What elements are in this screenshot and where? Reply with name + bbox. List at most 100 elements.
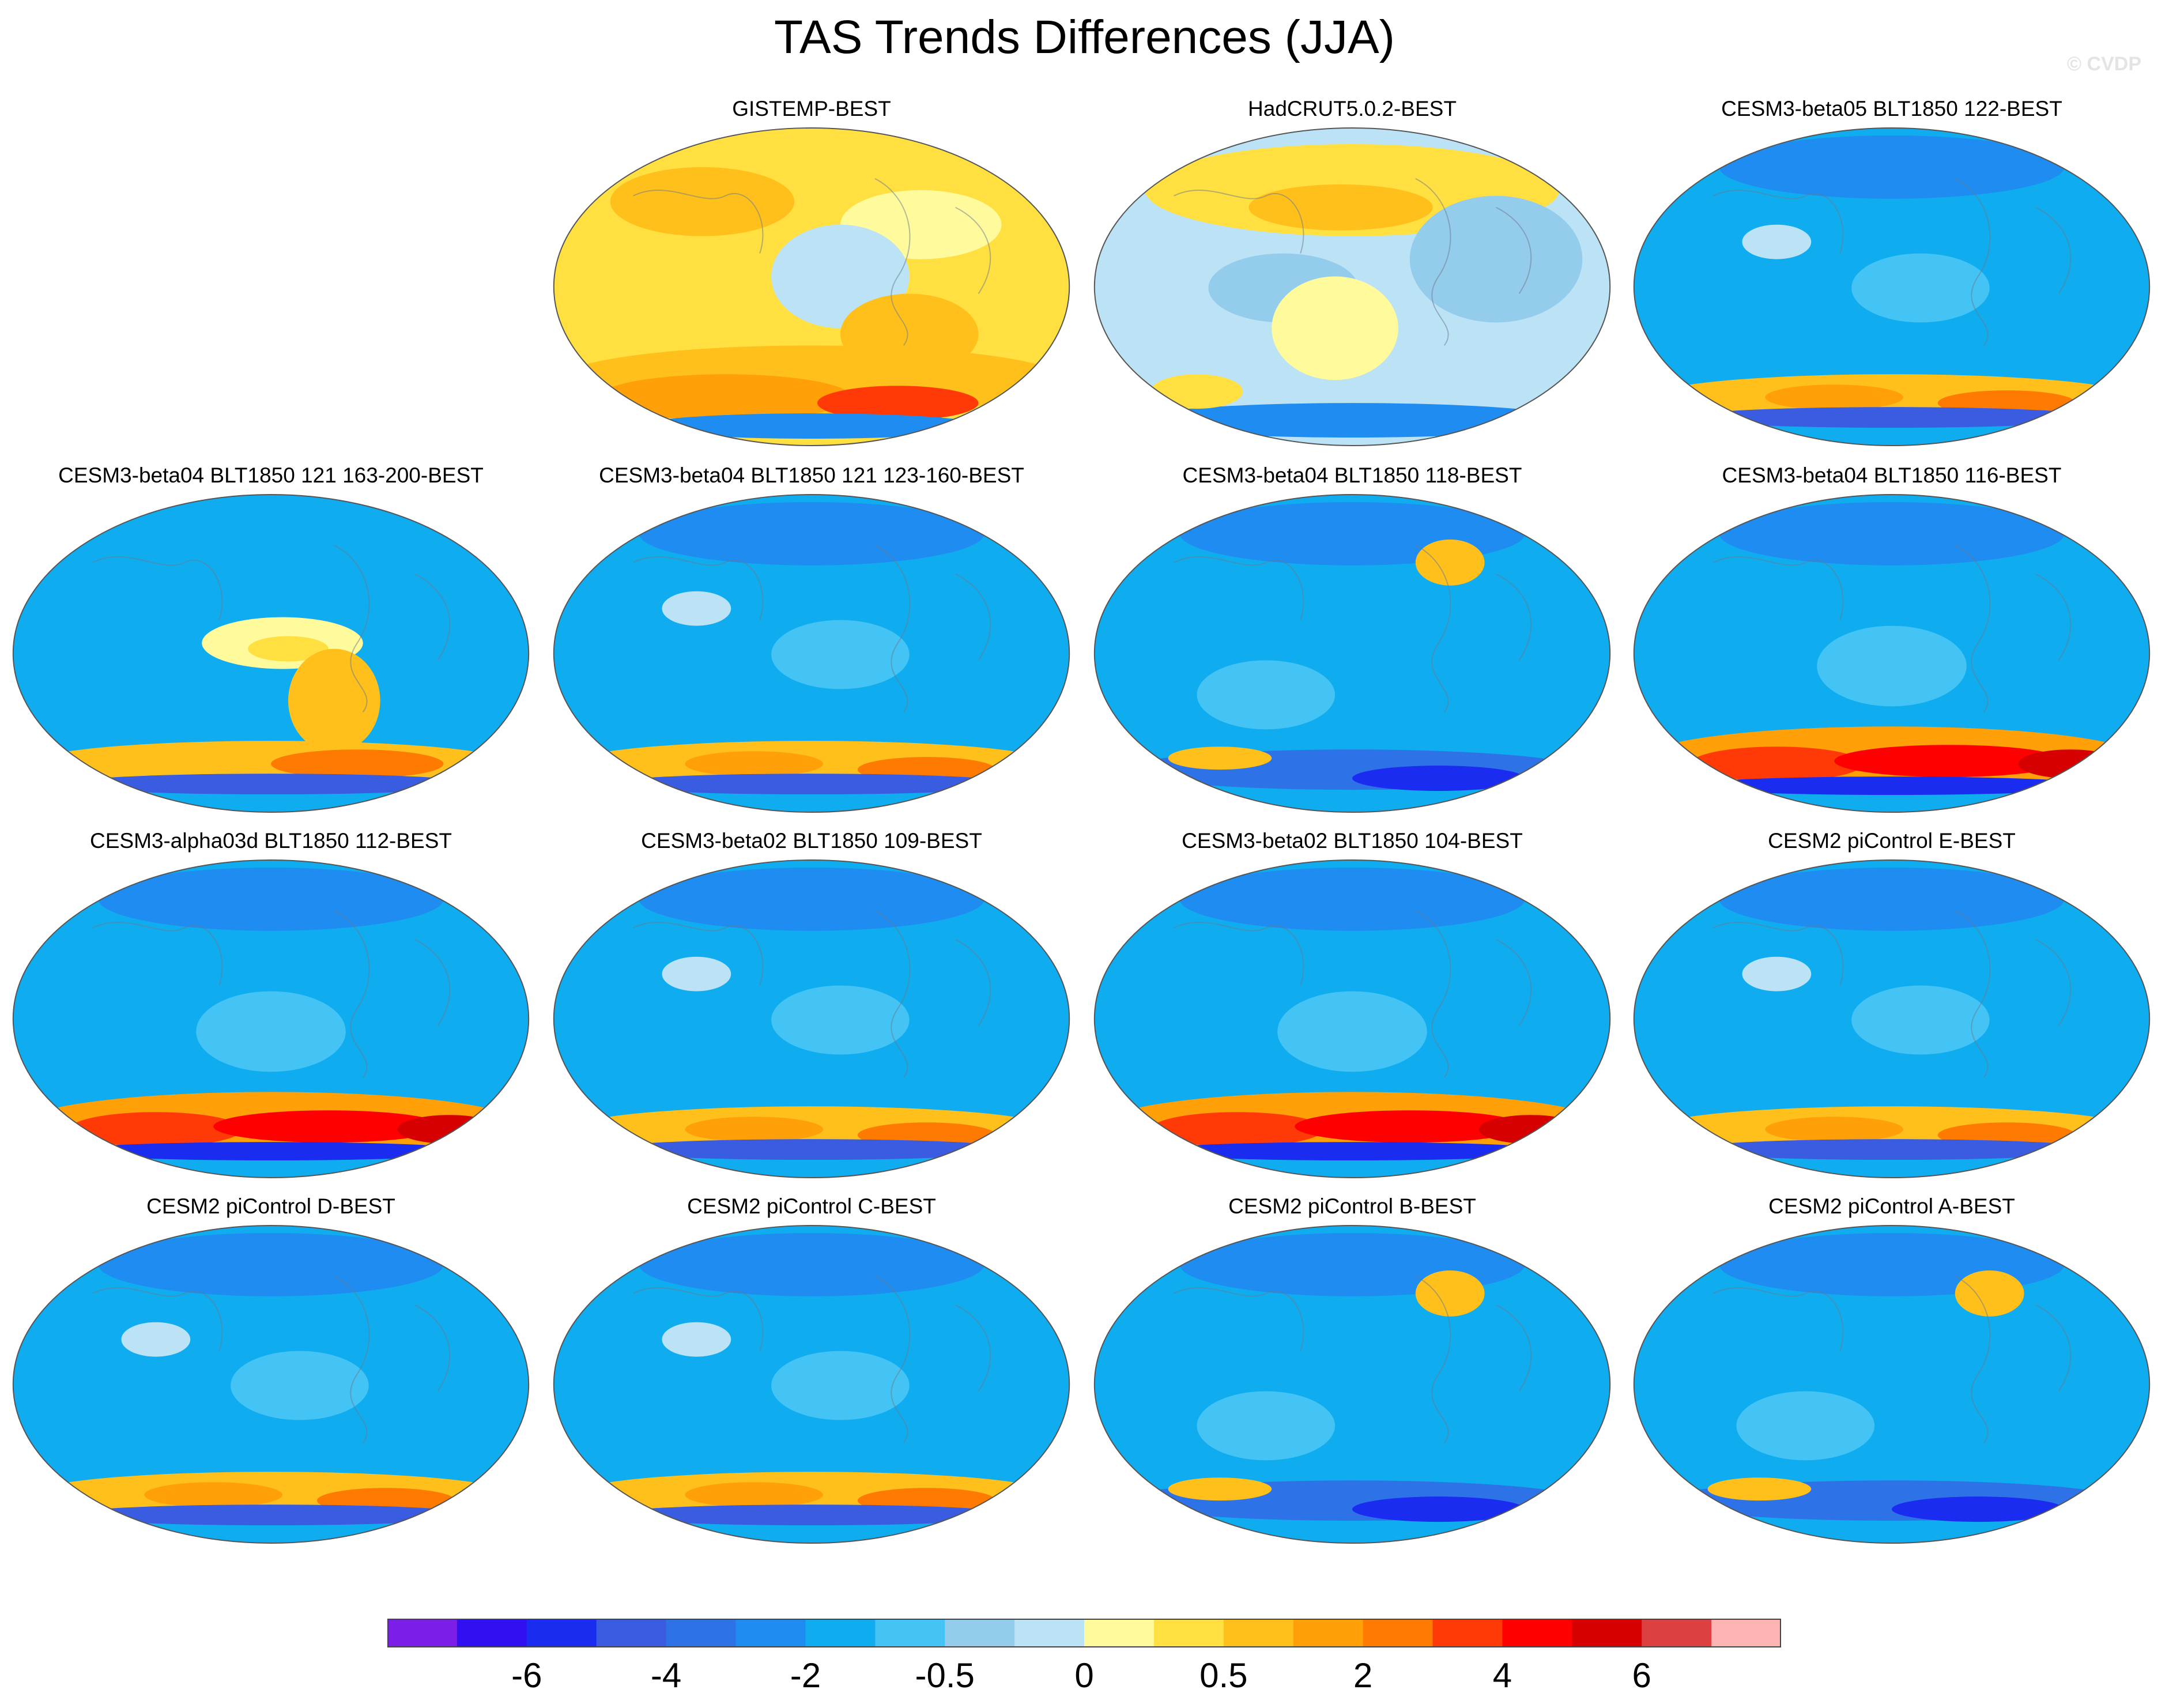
anomaly-region [1765,384,1903,410]
anomaly-region [771,1351,910,1420]
panel-title: CESM3-beta02 BLT1850 109-BEST [641,829,982,853]
map-plot [1633,493,2151,813]
panel-title: CESM2 piControl B-BEST [1228,1194,1476,1218]
anomaly-region [1133,403,1571,438]
colorbar-tick-label: 0.5 [1199,1656,1248,1695]
anomaly-region [231,1351,369,1420]
panel-title: HadCRUT5.0.2-BEST [1248,97,1457,120]
anomaly-region [248,636,329,662]
anomaly-region [1892,1496,2065,1522]
panel-title: CESM3-beta04 BLT1850 121 163-200-BEST [58,463,484,487]
map-outline [1093,493,1611,813]
map-panel: CESM3-beta04 BLT1850 121 163-200-BEST [6,463,536,815]
map-panel: CESM3-beta02 BLT1850 104-BEST [1087,829,1617,1181]
map-plot [553,493,1070,813]
map-panel: GISTEMP-BEST [546,97,1077,448]
colorbar-swatch [1014,1619,1085,1647]
anomaly-region [144,1482,282,1508]
anomaly-region [604,1139,1019,1160]
anomaly-region [1955,1270,2024,1317]
map-plot [553,859,1070,1179]
anomaly-region [1834,745,2065,778]
anomaly-region [662,591,731,626]
map-plot [1093,127,1611,447]
anomaly-region [685,751,823,777]
coastline [1174,1275,1532,1443]
colorbar-swatch [457,1619,527,1647]
map-outline [1093,1224,1611,1544]
colorbar-swatch [1363,1619,1433,1647]
map-plot [553,127,1070,447]
map-plot [553,1224,1070,1544]
coastline [92,910,451,1078]
map-panel: CESM2 piControl D-BEST [6,1194,536,1546]
coastline [1713,544,2072,712]
colorbar-tick-label: 0 [1074,1656,1094,1695]
anomaly-region [1684,1139,2099,1160]
anomaly-region [63,1505,478,1526]
colorbar-tick-label: -6 [511,1656,542,1695]
panel-title: CESM3-beta04 BLT1850 121 123-160-BEST [599,463,1024,487]
coastline [1174,178,1532,346]
colorbar-tick-label: 2 [1353,1656,1373,1695]
colorbar-swatch [805,1619,876,1647]
anomaly-region [1168,746,1272,770]
anomaly-region [1817,625,1967,707]
anomaly-region [662,956,731,991]
colorbar-swatch [1711,1619,1781,1647]
anomaly-region [771,620,910,689]
anomaly-region [639,502,984,565]
anomaly-region [610,167,795,236]
colorbar-swatch [387,1619,458,1647]
anomaly-region [1409,195,1583,323]
anomaly-region [288,648,380,753]
map-plot [1633,127,2151,447]
panel-title: CESM2 piControl D-BEST [146,1194,395,1218]
map-panel: CESM2 piControl A-BEST [1627,1194,2157,1546]
colorbar-swatch [875,1619,945,1647]
anomaly-region [604,774,1019,795]
map-outline [553,1224,1070,1544]
coastline [633,1275,991,1443]
coastline [633,178,991,346]
anomaly-region [121,1322,191,1357]
anomaly-region [1684,776,2099,795]
anomaly-region [1150,1112,1324,1147]
panel-title: CESM2 piControl C-BEST [687,1194,936,1218]
map-panel: CESM2 piControl B-BEST [1087,1194,1617,1546]
anomaly-region [1684,407,2099,428]
map-outline [1633,493,2151,813]
colorbar-swatch [1153,1619,1224,1647]
anomaly-region [1094,494,1610,813]
anomaly-region [1352,1496,1525,1522]
anomaly-region [1478,1115,1583,1144]
anomaly-region [63,1142,478,1161]
colorbar-swatch [1223,1619,1294,1647]
map-plot [1093,1224,1611,1544]
anomaly-region [213,1110,444,1143]
panel-title: CESM3-beta05 BLT1850 122-BEST [1721,97,2062,120]
colorbar-tick-label: -0.5 [915,1656,975,1695]
anomaly-region [397,1115,501,1144]
anomaly-region [1179,867,1525,931]
panel-title: CESM2 piControl A-BEST [1768,1194,2015,1218]
anomaly-region [1719,135,2065,199]
colorbar-swatch [526,1619,597,1647]
map-panel: CESM3-alpha03d BLT1850 112-BEST [6,829,536,1181]
panel-title: CESM2 piControl E-BEST [1768,829,2016,853]
colorbar-tick-label: 4 [1492,1656,1512,1695]
anomaly-region [639,413,984,439]
chart-title: TAS Trends Differences (JJA) [774,11,1395,63]
anomaly-region [685,1117,823,1143]
anomaly-region [98,867,444,931]
anomaly-region [1719,502,2065,565]
anomaly-region [1272,276,1398,380]
coastline [1713,910,2072,1078]
panel-title: CESM3-beta02 BLT1850 104-BEST [1182,829,1523,853]
anomaly-region [1150,374,1243,409]
anomaly-region [1094,1225,1610,1544]
panel-title: CESM3-alpha03d BLT1850 112-BEST [90,829,452,853]
anomaly-region [598,374,852,421]
anomaly-region [1168,1477,1272,1501]
map-panel: CESM3-beta02 BLT1850 109-BEST [546,829,1077,1181]
